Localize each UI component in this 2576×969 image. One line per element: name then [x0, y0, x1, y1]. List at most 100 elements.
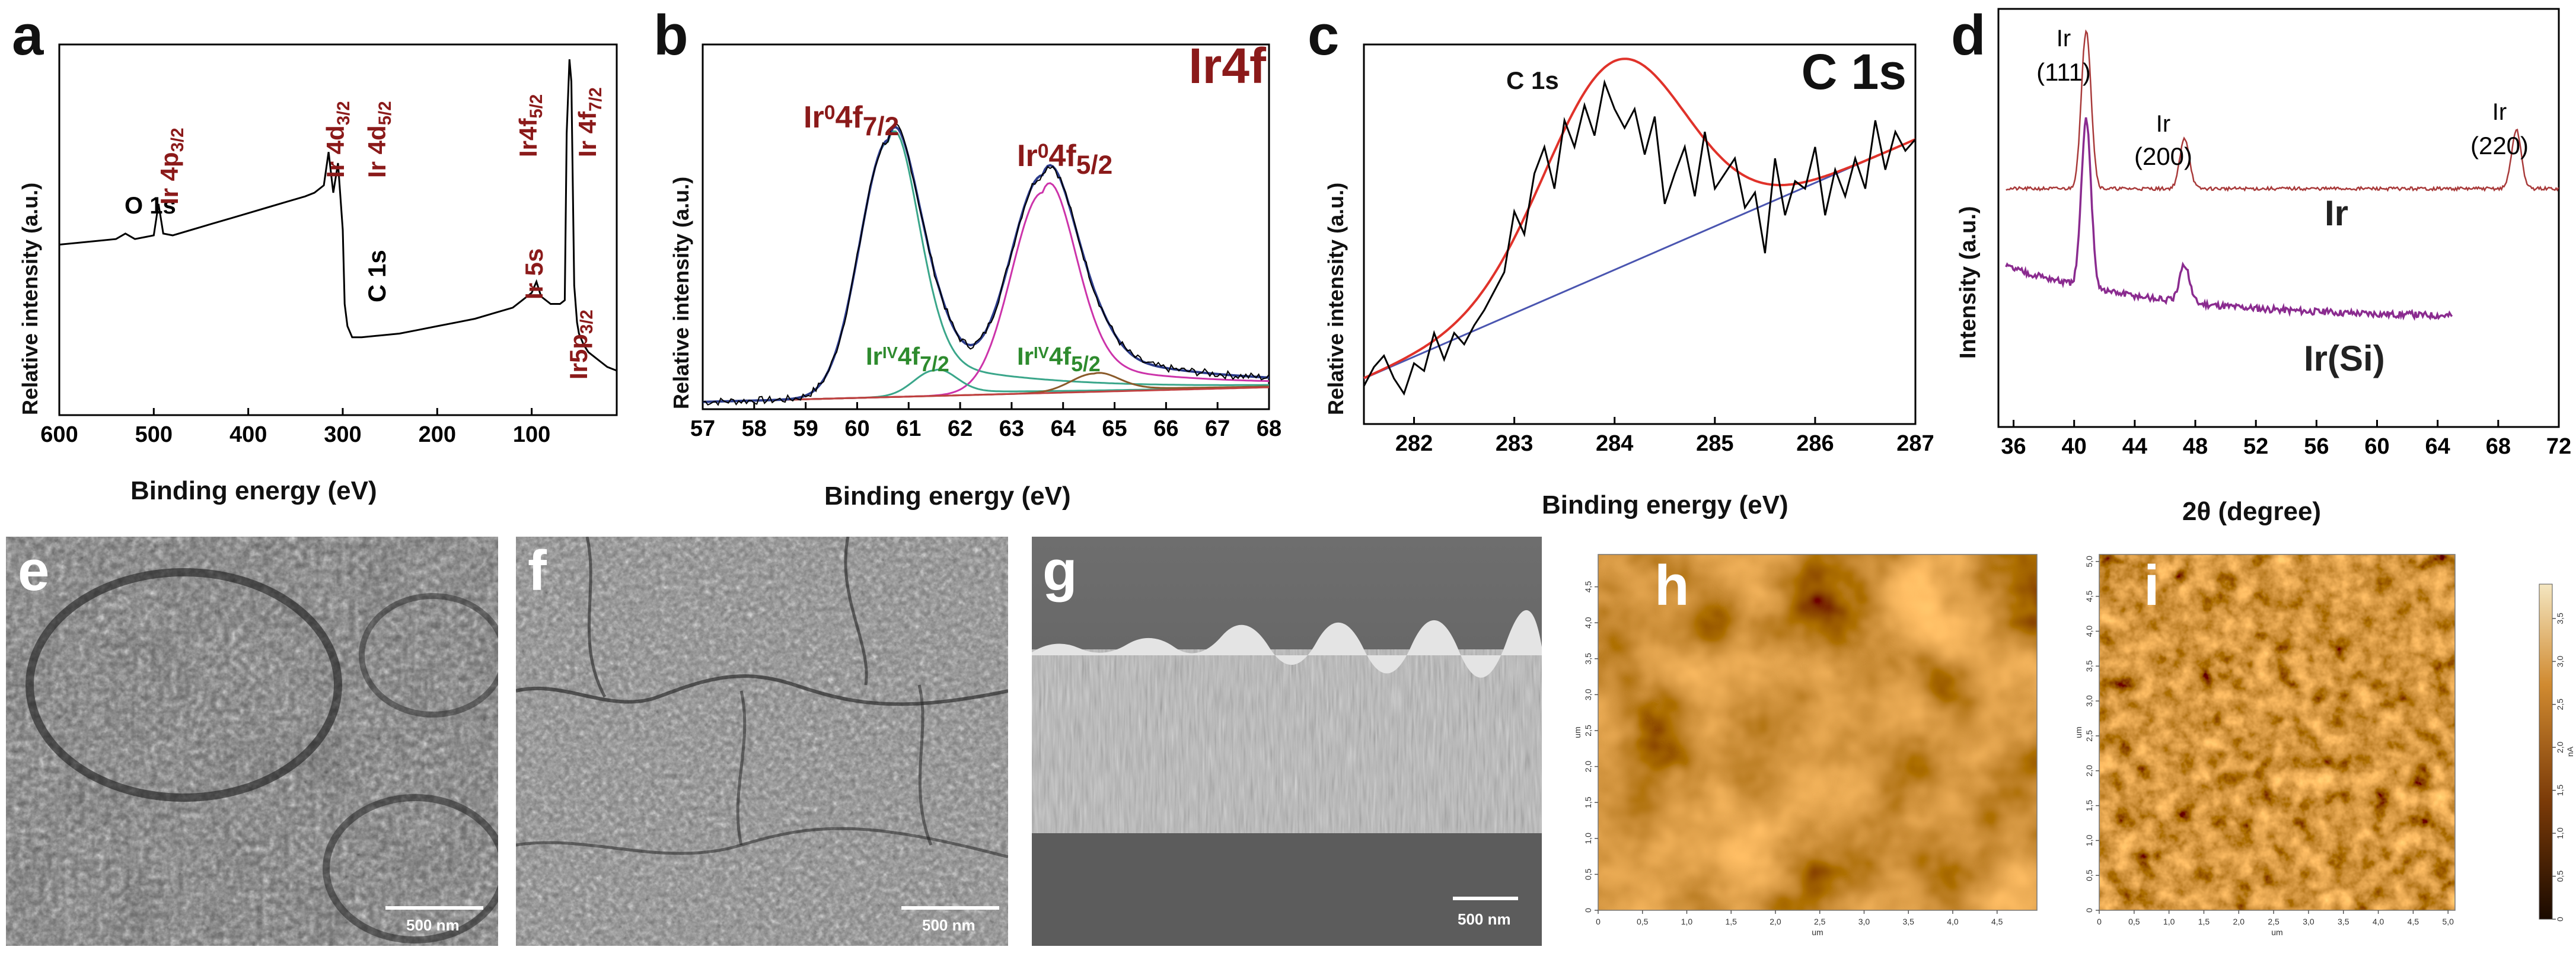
plot-frame-b	[702, 43, 1270, 410]
plot-frame-a	[58, 43, 618, 416]
afm-y-tick-label: 2,5	[1583, 725, 1593, 737]
x-tick-label-d: 68	[2486, 434, 2511, 459]
panel-letter-a: a	[12, 4, 44, 67]
afm-y-tick-label: 0	[1583, 908, 1593, 913]
afm-frame-svg-h	[1598, 554, 2038, 911]
colorbar-tick-label: 0,5	[2555, 871, 2565, 882]
peak-label-o1s: O 1s	[125, 193, 176, 219]
afm-y-unit: um	[2074, 726, 2083, 738]
afm-x-tick-label: 2,0	[2233, 917, 2245, 926]
x-tick-label-d: 60	[2364, 434, 2389, 459]
peak-label-ir4f52: Ir4f5/2	[514, 94, 546, 157]
colorbar-tick-label: 2,5	[2555, 699, 2565, 710]
afm-x-tick-label: 3,0	[1858, 917, 1870, 926]
scale-text-g: 500 nm	[1458, 910, 1511, 928]
x-tick-label-a: 600	[40, 422, 78, 447]
afm-y-tick-label: 3,0	[2084, 695, 2094, 707]
afm-y-tick-label: 1,0	[1583, 833, 1593, 844]
afm-y-tick-label: 4,5	[2084, 591, 2094, 603]
colorbar-tick-label: 2,0	[2555, 741, 2565, 753]
peak-label-ir5s: Ir 5s	[520, 248, 548, 299]
afm-texture-svg-i	[2099, 554, 2455, 910]
peak-label-111-b: (111)	[2036, 58, 2091, 86]
raw-data-line-b	[702, 122, 1270, 406]
x-tick-label-b: 62	[948, 416, 973, 441]
afm-y-tick-label: 3,0	[1583, 689, 1593, 700]
afm-x-tick-label: 0,5	[2128, 917, 2140, 926]
c1s-spectrum-plot: 282 283 284 285 286 287 C 1s C 1s	[1363, 43, 1934, 456]
ir4f-spectrum-plot: 57 58 59 60 61 62 63 64 65 66 67 68 Ir4f Ir04f7/2 Ir04…	[690, 38, 1281, 441]
peak-label-ir4d52: Ir 4d5/2	[363, 101, 395, 178]
afm-y-tick-label: 2,5	[2084, 730, 2094, 742]
x-tick-label-c: 285	[1696, 431, 1733, 456]
colorbar-tick-label: 3,0	[2555, 655, 2565, 667]
afm-y-tick-label: 5,0	[2084, 556, 2094, 568]
x-tick-label-d: 52	[2243, 434, 2268, 459]
colorbar-tick-label: 0	[2555, 917, 2565, 922]
xrd-series-line-1	[2005, 117, 2453, 321]
peak-label-ir5p: Ir5p3/2	[565, 310, 597, 380]
x-axis-label-c: Binding energy (eV)	[1542, 490, 1788, 519]
afm-y-unit: um	[1573, 726, 1582, 738]
x-tick-label-a: 500	[135, 422, 173, 447]
peak-label-111-a: Ir	[2057, 26, 2071, 52]
afm-y-tick-label: 0	[2084, 908, 2094, 913]
panel-letter-g: g	[1042, 539, 1077, 603]
afm-x-tick-label: 1,0	[2163, 917, 2175, 926]
x-tick-label-b: 58	[742, 416, 767, 441]
afm-x-tick-label: 0	[1596, 917, 1601, 926]
panel-letter-c: c	[1308, 4, 1340, 67]
x-tick-label-b: 61	[896, 416, 921, 441]
baseline-line-c	[1363, 138, 1916, 380]
x-tick-label-b: 66	[1153, 416, 1178, 441]
x-tick-label-d: 48	[2183, 434, 2208, 459]
peak-label-ir0-72: Ir04f7/2	[804, 100, 899, 141]
panel-letter-b: b	[653, 4, 688, 67]
xrd-series-line-0	[2006, 29, 2559, 192]
x-tick-label-b: 64	[1051, 416, 1076, 441]
peak-label-200-b: (200)	[2134, 142, 2192, 170]
xrd-pattern-plot: 36 40 44 48 52 56 60 64 68 72 Ir (111) Ir (200) Ir (220…	[1997, 8, 2571, 459]
x-tick-label-a: 100	[513, 422, 550, 447]
x-tick-label-c: 283	[1496, 431, 1533, 456]
afm-y-tick-label: 4,0	[2084, 625, 2094, 637]
x-tick-label-c: 284	[1596, 431, 1633, 456]
panel-letter-i: i	[2144, 554, 2160, 617]
afm-y-tick-label: 2,0	[1583, 761, 1593, 773]
afm-x-tick-label: 3,0	[2303, 917, 2314, 926]
x-tick-label-b: 63	[999, 416, 1024, 441]
sem-image-f	[516, 537, 1008, 946]
colorbar-tick-label: 3,5	[2555, 613, 2565, 624]
scale-text-e: 500 nm	[406, 916, 460, 934]
x-axis-label-b: Binding energy (eV)	[824, 482, 1071, 511]
background-line-b	[702, 386, 1270, 403]
colorbar-tick-label: 1,5	[2555, 785, 2565, 796]
afm-x-tick-label: 4,0	[1947, 917, 1959, 926]
afm-y-tick-label: 3,5	[2084, 660, 2094, 672]
x-tick-label-b: 59	[793, 416, 818, 441]
colorbar-tick-label: 1,0	[2555, 827, 2565, 839]
afm-y-tick-label: 1,5	[1583, 796, 1593, 808]
afm-x-tick-label: 2,0	[1770, 917, 1781, 926]
peak-label-200-a: Ir	[2156, 111, 2170, 137]
afm-x-tick-label: 0,5	[1637, 917, 1649, 926]
colorbar	[2539, 584, 2553, 920]
afm-texture-svg-h	[1598, 554, 2037, 910]
afm-x-unit: um	[1812, 927, 1823, 937]
plot-frame-c	[1363, 43, 1917, 425]
x-tick-label-d: 64	[2425, 434, 2450, 459]
x-tick-label-a: 200	[419, 422, 456, 447]
scale-bar-f	[901, 906, 999, 910]
panel-title-b: Ir4f	[1188, 38, 1267, 94]
peak-label-ir0-52: Ir04f5/2	[1017, 139, 1112, 180]
x-tick-label-c: 286	[1796, 431, 1834, 456]
peak-label-ir4f72: Ir 4f7/2	[573, 87, 605, 157]
afm-x-tick-label: 1,5	[2198, 917, 2210, 926]
peak-label-220-b: (220)	[2470, 132, 2529, 160]
afm-x-tick-label: 2,5	[2268, 917, 2279, 926]
afm-x-tick-label: 3,5	[2338, 917, 2349, 926]
x-tick-label-a: 400	[229, 422, 267, 447]
series-line-survey	[59, 59, 617, 372]
